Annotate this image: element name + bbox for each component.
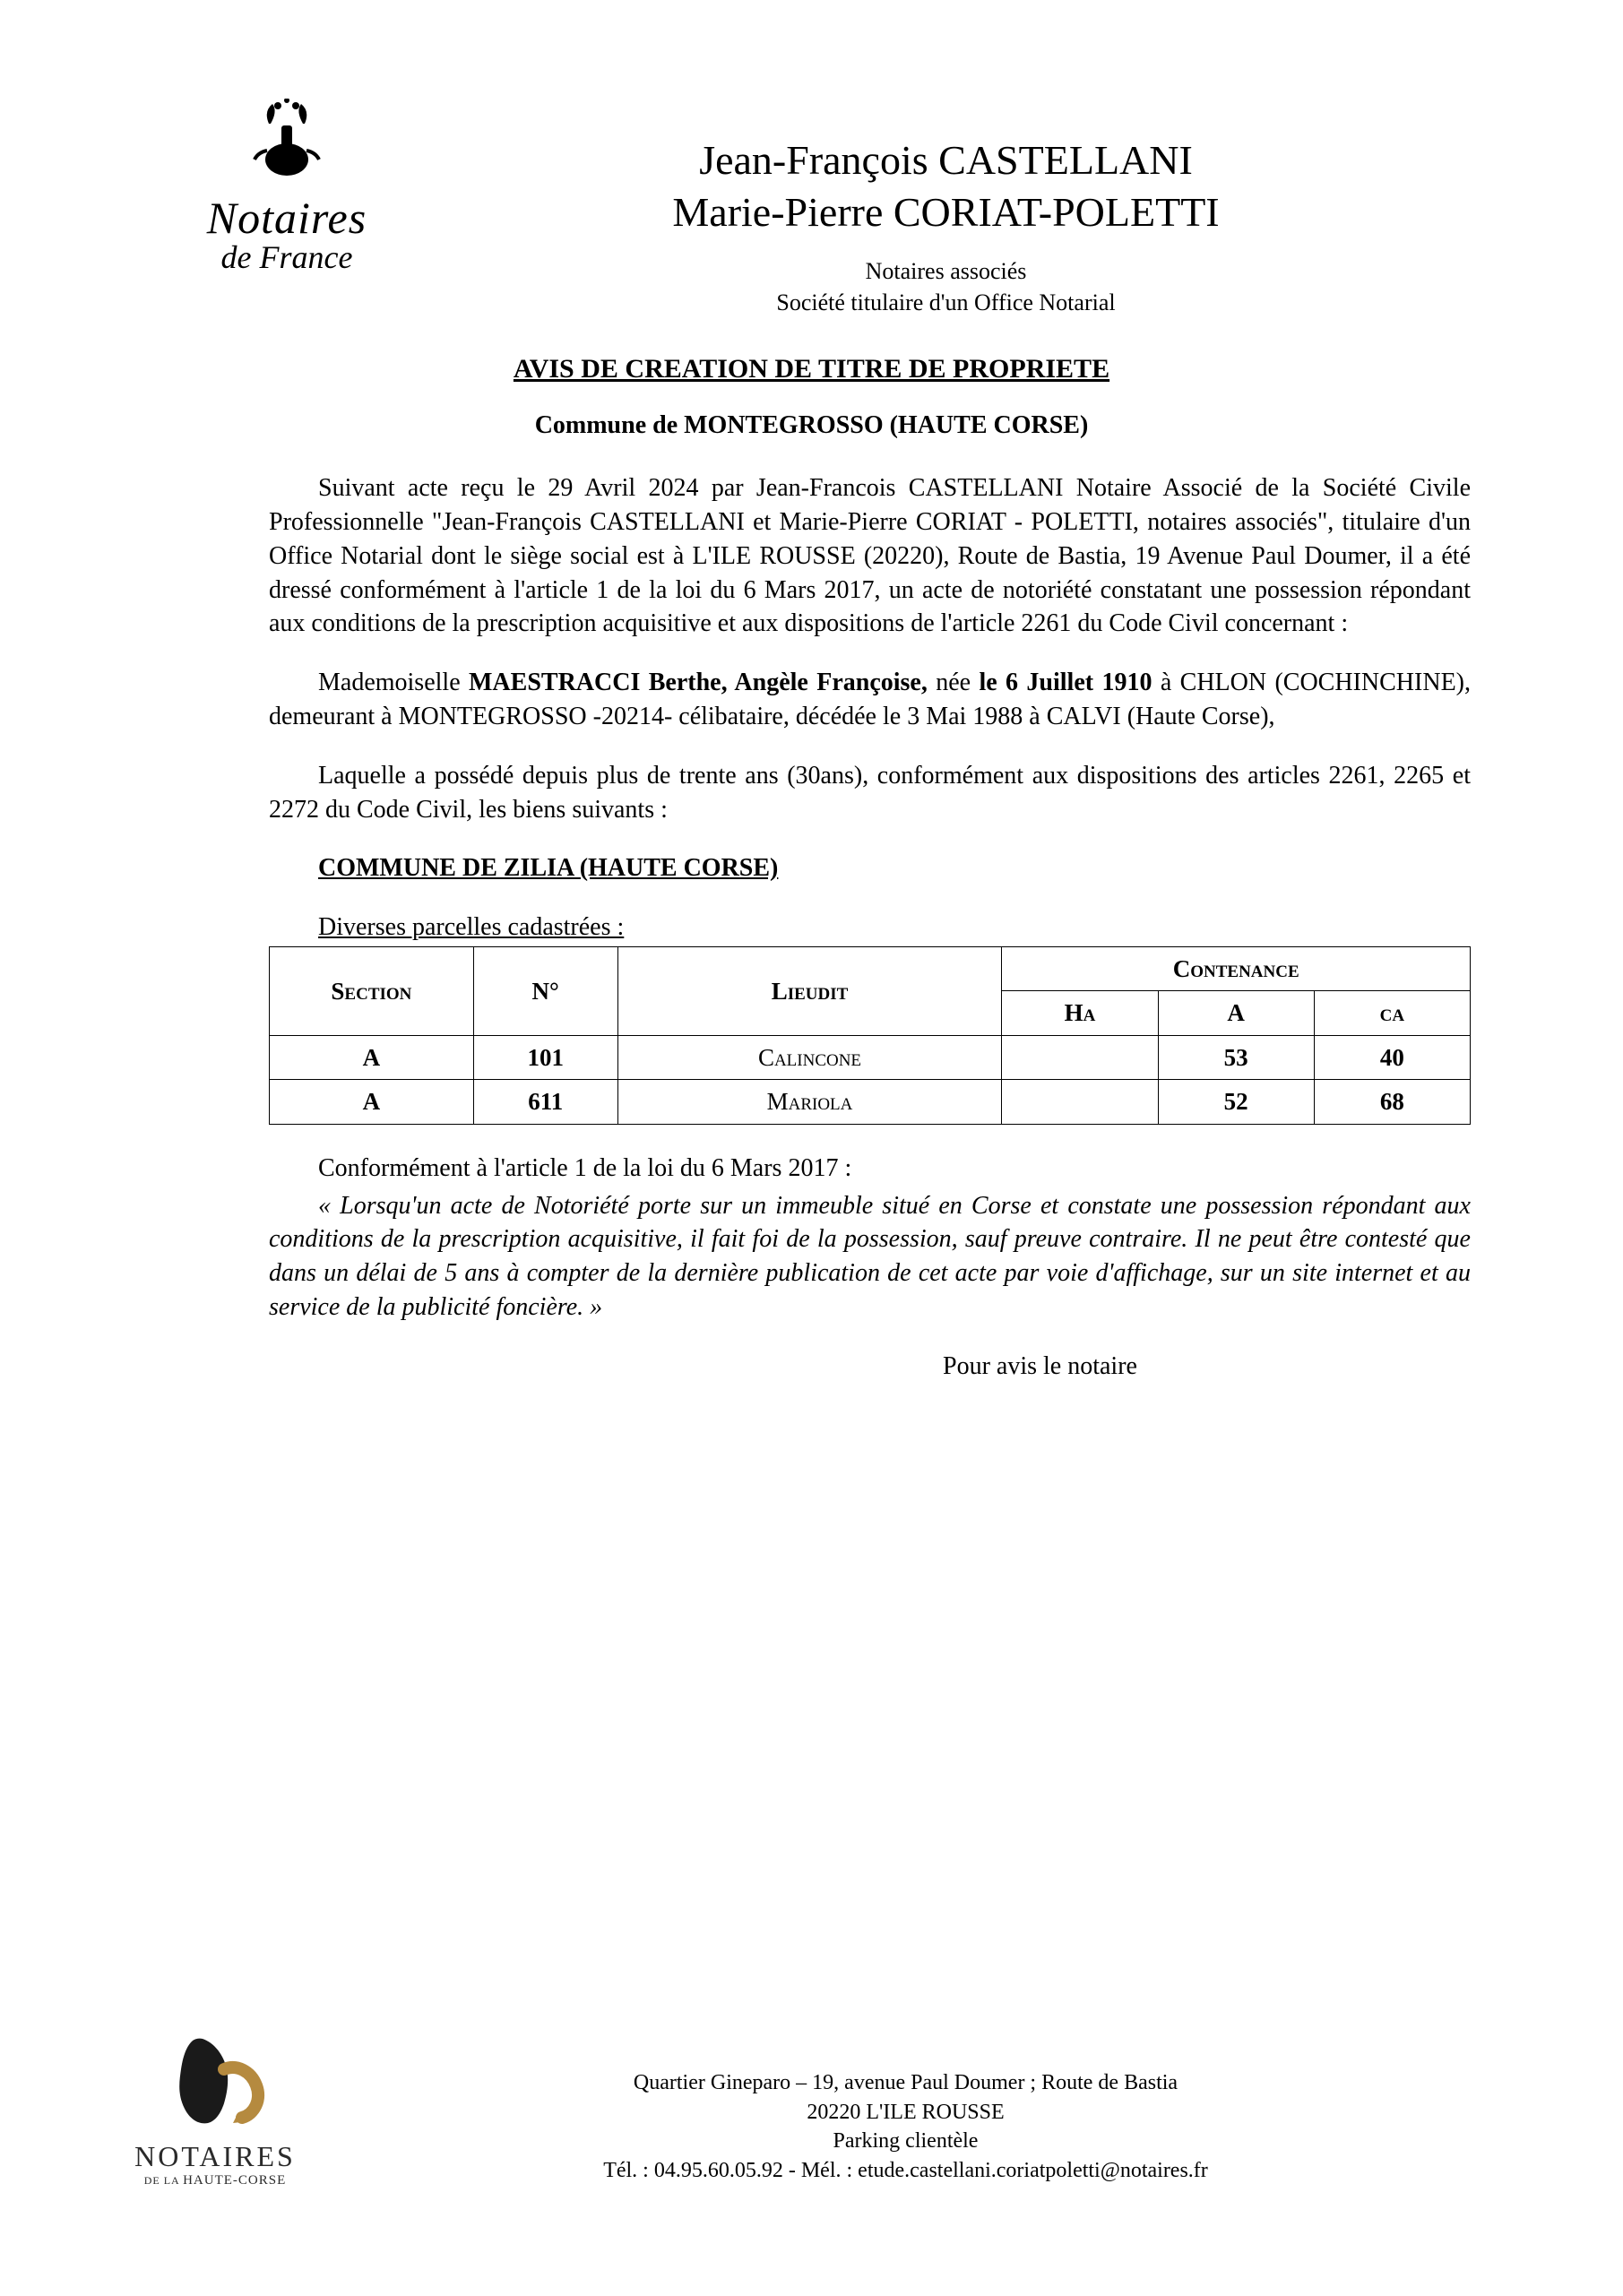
section-title-commune: COMMUNE DE ZILIA (HAUTE CORSE) [269, 851, 1471, 885]
notary-name-2: Marie-Pierre CORIAT-POLETTI [421, 186, 1471, 238]
paragraph-4-intro: Conformément à l'article 1 de la loi du … [269, 1152, 1471, 1186]
table-row: A 101 Calincone 53 40 [270, 1035, 1471, 1079]
th-numero: N° [473, 946, 617, 1035]
commune-line: Commune de MONTEGROSSO (HAUTE CORSE) [152, 411, 1471, 440]
cell-section: A [270, 1080, 474, 1124]
parcels-table: Section N° Lieudit Contenance Ha A ca A … [269, 946, 1471, 1125]
footer-line-2: 20220 L'ILE ROUSSE [341, 2098, 1471, 2127]
para2-pre: Mademoiselle [318, 669, 469, 696]
footer: NOTAIRES DE LA HAUTE-CORSE Quartier Gine… [90, 2033, 1471, 2188]
logo-text-sub: de France [152, 240, 421, 276]
th-contenance: Contenance [1002, 946, 1471, 990]
logo-text-main: Notaires [152, 195, 421, 240]
th-ha: Ha [1002, 991, 1158, 1035]
table-row: A 611 Mariola 52 68 [270, 1080, 1471, 1124]
th-a: A [1158, 991, 1314, 1035]
document-body: Suivant acte reçu le 29 Avril 2024 par J… [269, 471, 1471, 1383]
footer-logo-main: NOTAIRES [90, 2140, 341, 2173]
footer-logo-sub: DE LA HAUTE-CORSE [90, 2173, 341, 2188]
paragraph-1: Suivant acte reçu le 29 Avril 2024 par J… [269, 471, 1471, 641]
cell-ha [1002, 1080, 1158, 1124]
paragraph-4-quote: « Lorsqu'un acte de Notoriété porte sur … [269, 1189, 1471, 1325]
cell-lieudit: Calincone [617, 1035, 1002, 1079]
footer-line-1: Quartier Gineparo – 19, avenue Paul Doum… [341, 2068, 1471, 2097]
cell-numero: 611 [473, 1080, 617, 1124]
header-subtitle-1: Notaires associés [421, 255, 1471, 287]
paragraph-2: Mademoiselle MAESTRACCI Berthe, Angèle F… [269, 666, 1471, 734]
header-title-block: Jean-François CASTELLANI Marie-Pierre CO… [421, 99, 1471, 318]
cell-numero: 101 [473, 1035, 617, 1079]
paragraph-3: Laquelle a possédé depuis plus de trente… [269, 759, 1471, 827]
para2-mid: née [936, 669, 979, 696]
header-row: Notaires de France Jean-François CASTELL… [152, 99, 1471, 318]
th-lieudit: Lieudit [617, 946, 1002, 1035]
footer-line-3: Parking clientèle [341, 2127, 1471, 2155]
footer-logo-notaires-haute-corse: NOTAIRES DE LA HAUTE-CORSE [90, 2033, 341, 2188]
footer-address: Quartier Gineparo – 19, avenue Paul Doum… [341, 2068, 1471, 2188]
notaires-emblem-icon [233, 99, 341, 188]
cell-a: 52 [1158, 1080, 1314, 1124]
th-ca: ca [1314, 991, 1470, 1035]
signature-line: Pour avis le notaire [609, 1350, 1471, 1384]
corsica-map-icon [143, 2033, 287, 2132]
header-subtitle-2: Société titulaire d'un Office Notarial [421, 287, 1471, 318]
cell-ca: 68 [1314, 1080, 1470, 1124]
logo-notaires-france: Notaires de France [152, 99, 421, 276]
notary-name-1: Jean-François CASTELLANI [421, 134, 1471, 186]
document-title: AVIS DE CREATION DE TITRE DE PROPRIETE [152, 354, 1471, 384]
cell-ca: 40 [1314, 1035, 1470, 1079]
cell-a: 53 [1158, 1035, 1314, 1079]
cell-lieudit: Mariola [617, 1080, 1002, 1124]
para2-name: MAESTRACCI Berthe, Angèle Françoise, [469, 669, 936, 696]
cell-section: A [270, 1035, 474, 1079]
table-header-row-1: Section N° Lieudit Contenance [270, 946, 1471, 990]
footer-line-4: Tél. : 04.95.60.05.92 - Mél. : etude.cas… [341, 2156, 1471, 2185]
para2-date: le 6 Juillet 1910 [979, 669, 1152, 696]
table-intro: Diverses parcelles cadastrées : [269, 911, 1471, 945]
cell-ha [1002, 1035, 1158, 1079]
th-section: Section [270, 946, 474, 1035]
